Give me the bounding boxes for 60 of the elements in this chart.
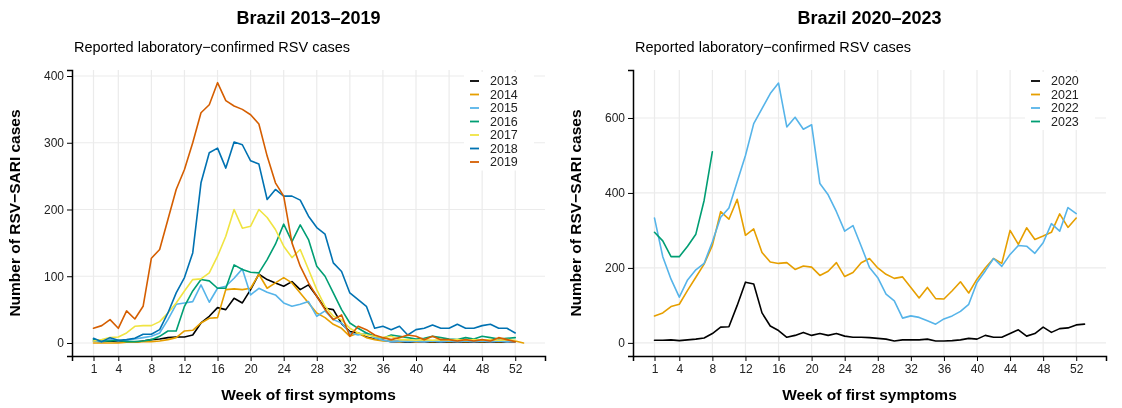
legend-label: 2023 (1051, 114, 1079, 129)
x-tick-label: 12 (739, 361, 753, 376)
x-tick-label: 20 (805, 361, 820, 376)
x-axis-title: Week of first symptoms (221, 386, 396, 403)
x-axis-title: Week of first symptoms (782, 386, 957, 403)
x-tick-label: 36 (376, 361, 391, 376)
y-axis-title: Number of RSV−SARI cases (567, 109, 584, 317)
x-tick-label: 24 (277, 361, 292, 376)
x-tick-label: 28 (310, 361, 325, 376)
chart-subtitle: Reported laboratory−confirmed RSV cases (635, 39, 912, 55)
x-tick-label: 32 (904, 361, 919, 376)
chart-title: Brazil 2020–2023 (797, 8, 942, 28)
legend-label: 2022 (1051, 101, 1079, 115)
chart-title: Brazil 2013–2019 (236, 8, 381, 28)
y-tick-label: 600 (604, 111, 626, 126)
x-tick-label: 52 (509, 361, 523, 376)
y-tick-label: 200 (604, 261, 626, 276)
legend-label: 2020 (1051, 74, 1079, 88)
legend-label: 2018 (490, 141, 518, 156)
y-tick-label: 0 (618, 336, 626, 351)
x-tick-label: 1 (651, 361, 659, 376)
line-series (653, 198, 1078, 317)
x-tick-label: 1 (90, 361, 98, 376)
legend-label: 2016 (490, 114, 518, 129)
x-tick-label: 40 (970, 361, 985, 376)
x-tick-label: 40 (409, 361, 424, 376)
x-tick-label: 48 (1036, 361, 1051, 376)
y-tick-label: 0 (57, 336, 65, 351)
x-tick-label: 36 (937, 361, 952, 376)
y-tick-label: 200 (43, 202, 65, 217)
y-tick-label: 100 (43, 269, 65, 284)
legend-label: 2015 (490, 101, 518, 115)
line-series (653, 281, 1086, 342)
chart-subtitle: Reported laboratory−confirmed RSV cases (74, 39, 351, 55)
line-series (653, 150, 714, 258)
x-tick-label: 8 (148, 361, 156, 376)
legend-label: 2019 (490, 155, 518, 169)
x-tick-label: 20 (244, 361, 259, 376)
legend-label: 2021 (1051, 87, 1079, 102)
x-tick-label: 8 (709, 361, 717, 376)
legend-label: 2017 (490, 128, 518, 142)
x-tick-label: 4 (115, 361, 123, 376)
legend-label: 2013 (490, 74, 518, 88)
x-tick-label: 52 (1070, 361, 1084, 376)
line-series (92, 141, 517, 343)
x-tick-label: 44 (1003, 361, 1018, 376)
legend-label: 2014 (490, 87, 518, 102)
x-tick-label: 48 (475, 361, 490, 376)
x-tick-label: 12 (178, 361, 192, 376)
x-tick-label: 4 (676, 361, 684, 376)
x-tick-label: 32 (343, 361, 358, 376)
x-tick-label: 28 (871, 361, 886, 376)
x-tick-label: 16 (772, 361, 787, 376)
x-tick-label: 24 (838, 361, 853, 376)
y-tick-label: 300 (43, 136, 65, 151)
x-tick-label: 44 (442, 361, 457, 376)
x-tick-label: 16 (211, 361, 226, 376)
y-tick-label: 400 (604, 186, 626, 201)
y-tick-label: 400 (43, 69, 65, 84)
y-axis-title: Number of RSV−SARI cases (6, 109, 23, 317)
